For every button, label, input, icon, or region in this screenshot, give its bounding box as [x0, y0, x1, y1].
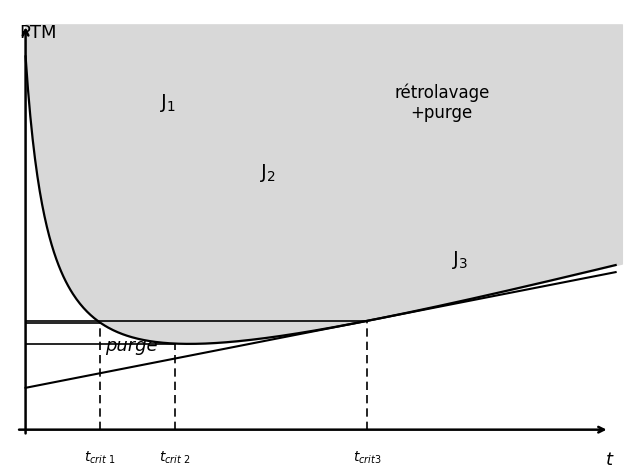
Text: t: t: [606, 451, 613, 469]
Text: rétrolavage
+purge: rétrolavage +purge: [394, 83, 490, 123]
Text: PTM: PTM: [19, 24, 57, 42]
Text: $t_{crit\ 1}$: $t_{crit\ 1}$: [84, 449, 116, 466]
Text: J$_3$: J$_3$: [452, 249, 469, 271]
Text: $t_{crit3}$: $t_{crit3}$: [353, 449, 382, 466]
Text: purge: purge: [105, 337, 157, 355]
Text: J$_1$: J$_1$: [160, 92, 177, 114]
Text: J$_2$: J$_2$: [260, 162, 276, 183]
Text: $t_{crit\ 2}$: $t_{crit\ 2}$: [159, 449, 190, 466]
